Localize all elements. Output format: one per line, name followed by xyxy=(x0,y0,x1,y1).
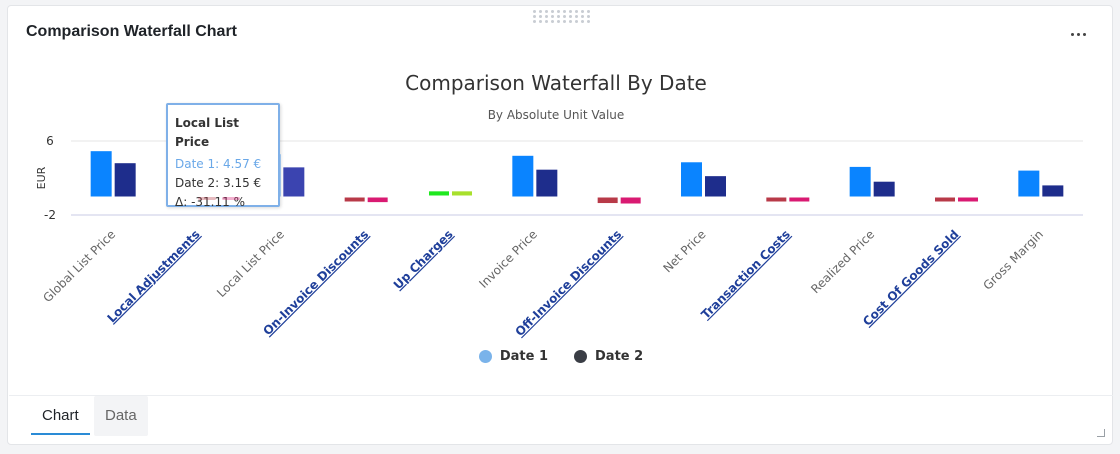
tooltip-swatch-date-1 xyxy=(198,197,216,200)
card-title: Comparison Waterfall Chart xyxy=(26,23,237,40)
tooltip-swatches xyxy=(198,197,240,200)
bar-date-1[interactable] xyxy=(597,197,618,204)
tooltip-date-1: Date 1: 4.57 € xyxy=(175,157,262,171)
tooltip-title: Local List Price xyxy=(175,116,240,149)
y-tick-label: -2 xyxy=(44,208,56,222)
chart-title: Comparison Waterfall By Date xyxy=(405,71,707,95)
legend-label-date-1: Date 1 xyxy=(499,349,548,364)
tooltip-swatch-date-2 xyxy=(222,197,240,200)
legend-item-date-1[interactable]: Date 1 xyxy=(478,349,548,364)
bar-date-1[interactable] xyxy=(90,151,112,197)
bar-date-2[interactable] xyxy=(283,167,305,197)
x-tick-label[interactable]: Transaction Costs xyxy=(698,227,793,322)
bar-date-1[interactable] xyxy=(849,166,871,197)
bar-date-2[interactable] xyxy=(620,197,641,204)
bar-date-2[interactable] xyxy=(705,176,726,197)
bar-date-2[interactable] xyxy=(873,181,895,197)
bar-date-1[interactable] xyxy=(512,155,534,197)
bar-date-2[interactable] xyxy=(114,163,136,197)
y-tick-label: 6 xyxy=(46,134,54,148)
x-tick-label: Net Price xyxy=(660,227,708,275)
bar-date-2[interactable] xyxy=(367,197,388,203)
waterfall-chart: Comparison Waterfall By Date By Absolute… xyxy=(35,71,1083,339)
x-tick-label[interactable]: Up Charges xyxy=(391,227,456,292)
legend-label-date-2: Date 2 xyxy=(595,349,644,364)
legend-dot-date-1 xyxy=(478,350,492,363)
more-horizontal-icon[interactable] xyxy=(1066,26,1090,42)
bar-date-1[interactable] xyxy=(766,197,787,202)
tooltip-delta: Δ: -31.11 % xyxy=(175,195,245,209)
chart-subtitle: By Absolute Unit Value xyxy=(488,108,625,122)
chart-card: Comparison Waterfall Chart Comparison Wa… xyxy=(7,5,1113,445)
bar-date-1[interactable] xyxy=(344,197,365,202)
y-axis-title: EUR xyxy=(35,166,48,189)
bar-date-2[interactable] xyxy=(536,169,558,197)
bar-date-1[interactable] xyxy=(1018,170,1040,197)
bar-date-1[interactable] xyxy=(429,191,449,196)
drag-handle-icon[interactable] xyxy=(533,10,590,24)
tab-chart[interactable]: Chart xyxy=(31,396,90,435)
legend-dot-date-2 xyxy=(574,350,587,363)
x-tick-label: Global List Price xyxy=(40,227,118,305)
x-tick-label[interactable]: Cost Of Goods Sold xyxy=(860,227,962,329)
x-tick-label: Gross Margin xyxy=(980,227,1045,292)
tab-data[interactable]: Data xyxy=(94,396,148,436)
x-tick-label: Invoice Price xyxy=(476,227,540,291)
tooltip-date-2: Date 2: 3.15 € xyxy=(175,176,262,190)
chart-tooltip: Local List Price Date 1: 4.57 € Date 2: … xyxy=(166,103,280,209)
bar-date-2[interactable] xyxy=(1042,185,1064,197)
x-tick-label[interactable]: Local Adjustments xyxy=(104,227,202,325)
chart-legend: Date 1 Date 2 xyxy=(8,349,1114,364)
view-tab-bar: Chart Data xyxy=(9,395,1113,445)
bar-date-2[interactable] xyxy=(452,191,472,196)
bar-date-1[interactable] xyxy=(681,162,702,197)
resize-corner-icon[interactable] xyxy=(1097,429,1105,437)
bar-date-2[interactable] xyxy=(958,197,978,202)
x-tick-label: Local List Price xyxy=(214,227,287,300)
bar-date-2[interactable] xyxy=(789,197,810,202)
x-tick-label: Realized Price xyxy=(808,227,877,296)
bar-date-1[interactable] xyxy=(935,197,955,202)
legend-item-date-2[interactable]: Date 2 xyxy=(574,349,643,364)
